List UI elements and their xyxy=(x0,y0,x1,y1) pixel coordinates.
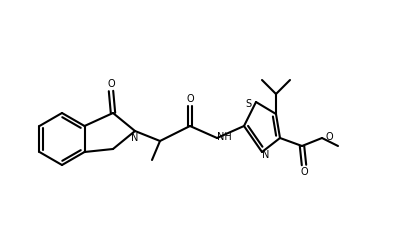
Text: NH: NH xyxy=(217,132,232,142)
Text: O: O xyxy=(300,167,308,177)
Text: N: N xyxy=(262,150,270,160)
Text: O: O xyxy=(186,94,194,104)
Text: O: O xyxy=(107,79,115,89)
Text: N: N xyxy=(131,133,139,143)
Text: S: S xyxy=(245,99,251,109)
Text: O: O xyxy=(325,132,333,142)
